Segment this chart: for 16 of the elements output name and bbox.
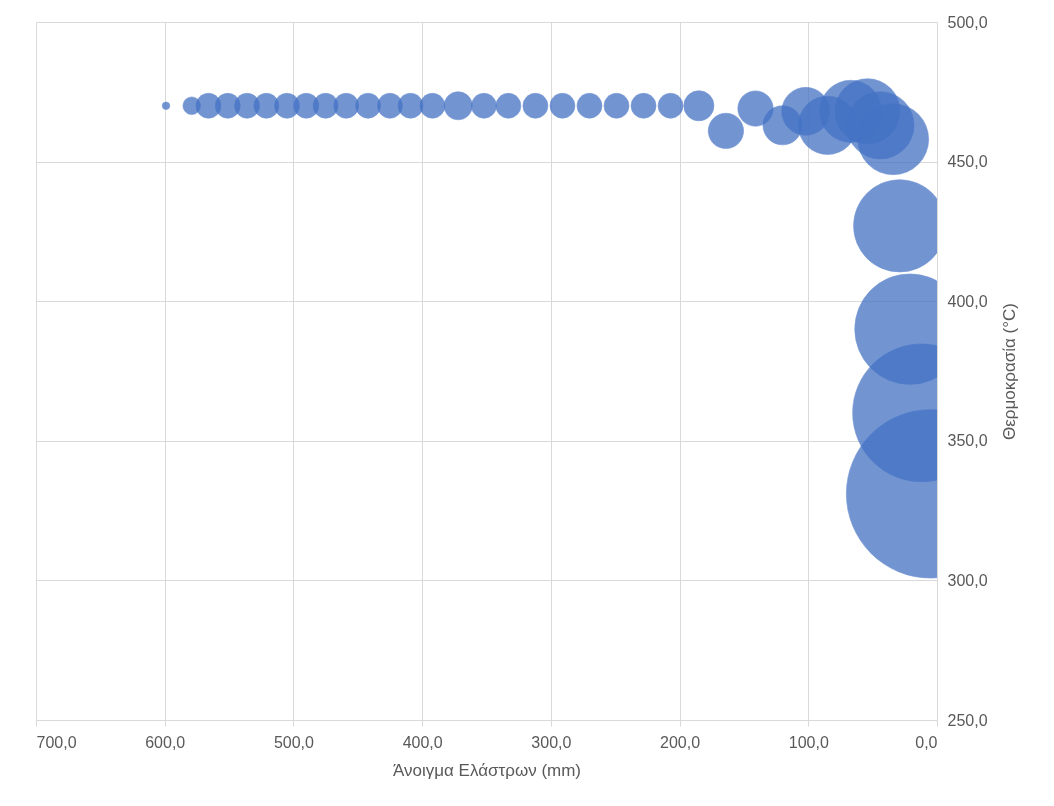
x-tick-label: 400,0	[402, 733, 443, 751]
y-axis-title: Θερμοκρασία (°C)	[999, 303, 1019, 440]
x-tick-label: 300,0	[531, 733, 572, 751]
x-tick-label: 200,0	[660, 733, 701, 751]
x-tick-label: 600,0	[145, 733, 186, 751]
x-tick-label: 700,0	[36, 733, 77, 751]
y-tick-label: 350,0	[947, 432, 988, 450]
x-tick-label: 0,0	[915, 733, 938, 751]
y-tick-label: 400,0	[947, 292, 988, 310]
x-tick-label: 100,0	[788, 733, 829, 751]
x-axis-title: Άνοιγμα Ελάστρων (mm)	[392, 760, 582, 780]
y-tick-label: 450,0	[947, 153, 988, 171]
x-tick-label: 500,0	[273, 733, 315, 751]
y-tick-label: 500,0	[947, 13, 988, 31]
y-tick-label: 300,0	[947, 571, 988, 589]
y-tick-label: 250,0	[947, 711, 988, 729]
